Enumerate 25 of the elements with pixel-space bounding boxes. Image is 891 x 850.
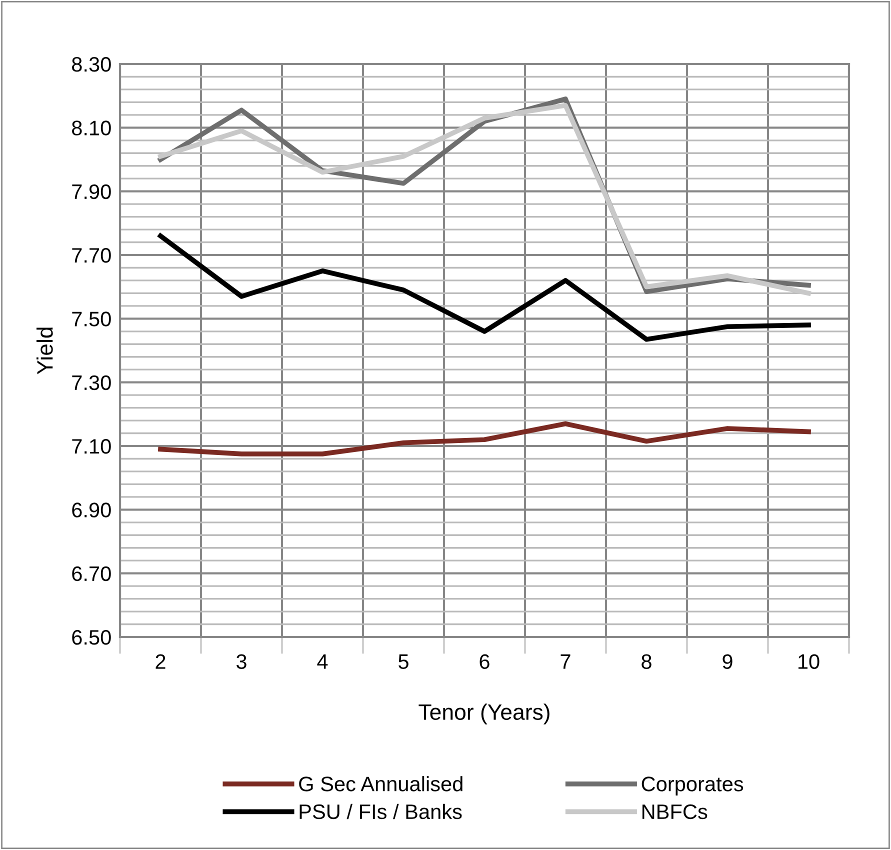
x-tick-label: 3 xyxy=(236,654,246,669)
x-tick-label: 2 xyxy=(156,654,166,669)
x-tick-label: 10 xyxy=(798,654,820,669)
legend-label: NBFCs xyxy=(642,804,708,820)
x-tick-label: 5 xyxy=(398,654,408,669)
y-tick-label: 7.50 xyxy=(72,312,111,326)
y-tick-label: 7.70 xyxy=(72,248,111,263)
y-tick-label: 8.10 xyxy=(72,120,111,136)
x-tick-label: 6 xyxy=(480,654,490,669)
x-axis-title: Tenor (Years) xyxy=(418,704,550,724)
y-axis-title: Yield xyxy=(36,328,53,374)
legend-label: PSU / FIs / Banks xyxy=(300,804,462,820)
legend-label: Corporates xyxy=(642,776,744,796)
y-tick-label: 6.50 xyxy=(72,630,111,645)
y-tick-label: 7.90 xyxy=(72,184,111,200)
x-tick-label: 4 xyxy=(317,654,328,669)
legend-label: G Sec Annualised xyxy=(299,776,462,792)
y-tick-label: 7.10 xyxy=(72,439,111,454)
y-tick-label: 8.30 xyxy=(72,57,111,72)
x-tick-label: 8 xyxy=(642,654,652,669)
x-tick-label: 7 xyxy=(560,654,570,669)
y-tick-label: 6.90 xyxy=(72,502,111,518)
y-tick-label: 6.70 xyxy=(72,566,111,582)
y-tick-label: 7.30 xyxy=(72,375,111,390)
x-tick-label: 9 xyxy=(722,654,732,669)
